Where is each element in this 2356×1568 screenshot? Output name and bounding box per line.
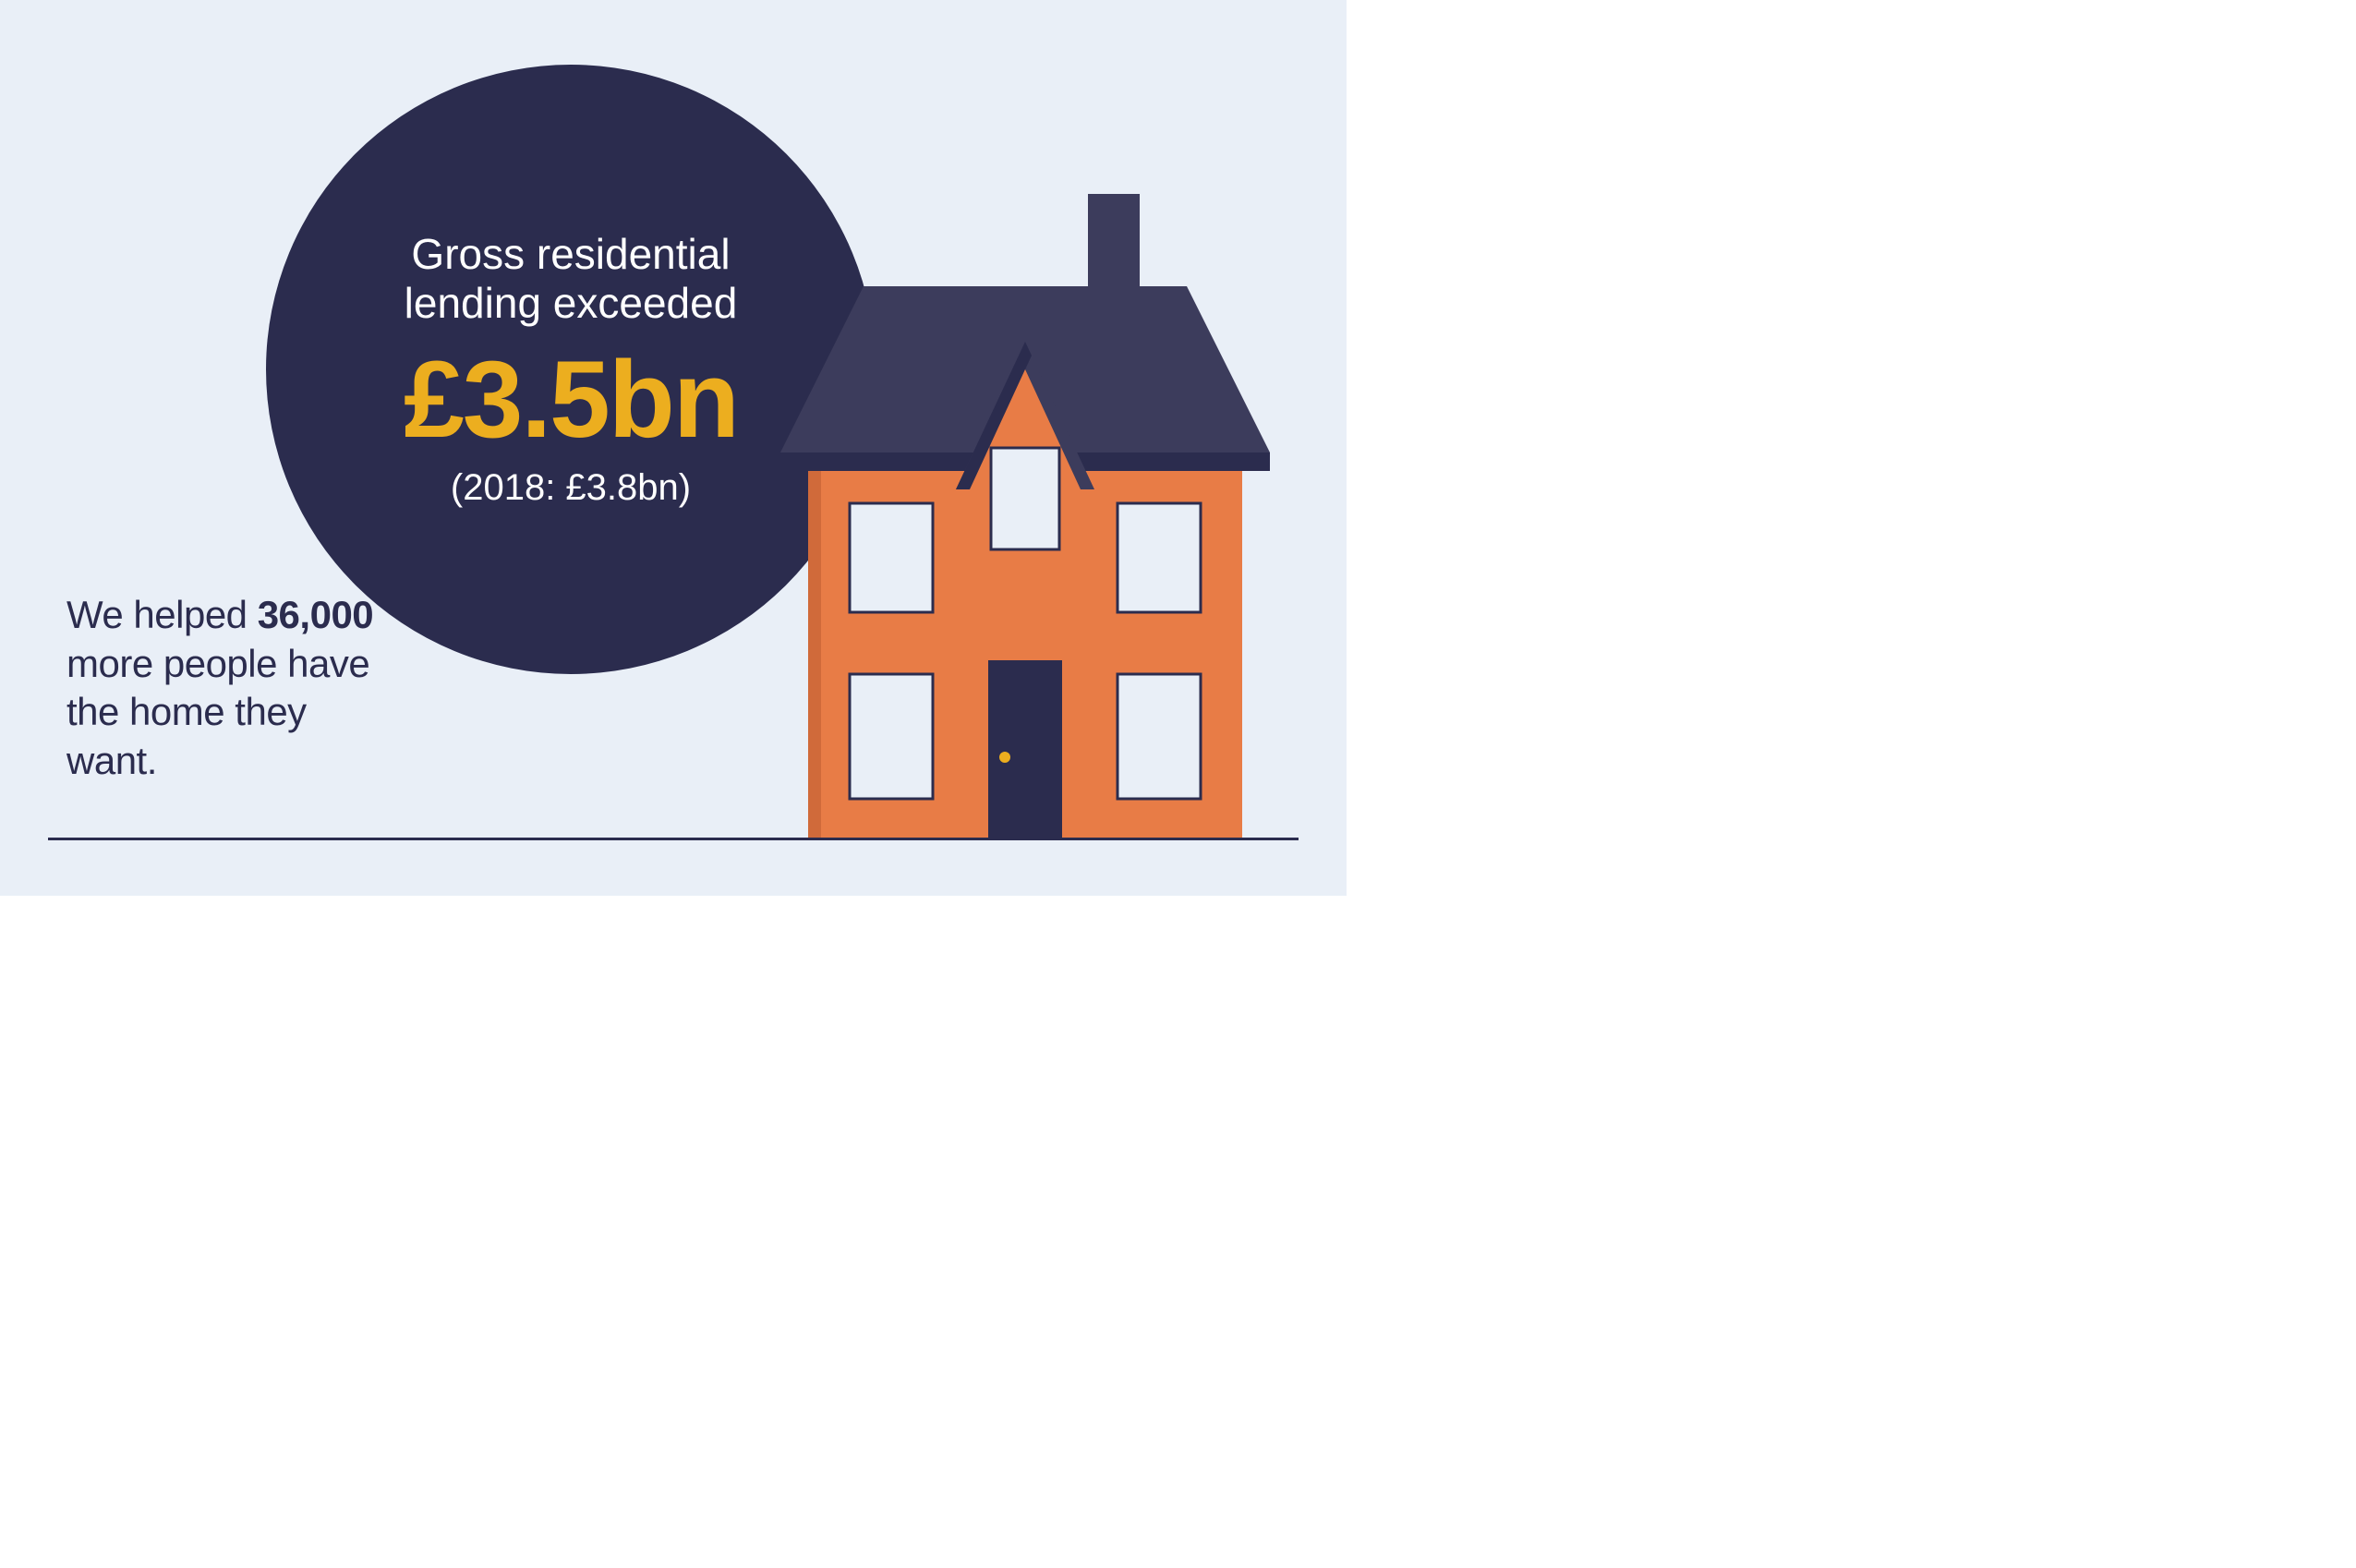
- door: [988, 660, 1062, 838]
- window-upper-left: [850, 503, 933, 612]
- dormer-window: [991, 448, 1059, 549]
- window-upper-right: [1118, 503, 1201, 612]
- house-illustration: [780, 194, 1270, 838]
- bottom-text: We helped 36,000 more people have the ho…: [66, 591, 399, 785]
- ground-line: [48, 838, 1299, 840]
- circle-headline: £3.5bn: [404, 344, 738, 458]
- window-lower-left: [850, 674, 933, 799]
- window-lower-right: [1118, 674, 1201, 799]
- infographic-canvas: Gross residential lending exceeded £3.5b…: [0, 0, 1347, 896]
- circle-subtext: (2018: £3.8bn): [451, 467, 691, 509]
- circle-text-line2: lending exceeded: [405, 279, 738, 328]
- circle-text-line1: Gross residential: [411, 230, 730, 279]
- bottom-text-post: more people have the home they want.: [66, 642, 369, 782]
- wall-shadow-left: [808, 471, 821, 838]
- doorknob: [999, 752, 1010, 763]
- bottom-text-bold: 36,000: [258, 593, 373, 636]
- house-svg: [780, 194, 1270, 838]
- bottom-text-pre: We helped: [66, 593, 258, 636]
